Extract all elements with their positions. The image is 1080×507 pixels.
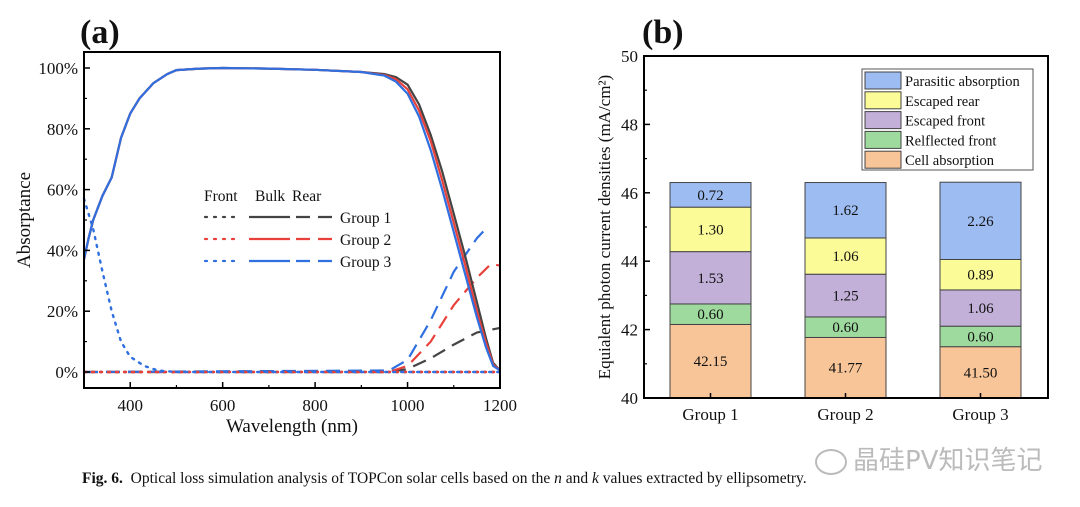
x-tick-label-a: 800 — [302, 396, 328, 415]
legend-swatch — [864, 130, 902, 149]
series-rear-group-3 — [83, 225, 490, 374]
caption-text-1: Optical loss simulation analysis of TOPC… — [130, 470, 555, 487]
legend-group-label: Group 1 — [340, 210, 391, 227]
wechat-icon — [815, 448, 847, 475]
bar-value-label: 41.77 — [829, 361, 863, 377]
bar-value-label: 0.60 — [967, 329, 993, 345]
bar-value-label: 0.89 — [967, 268, 993, 284]
y-axis-label-a: Absorptance — [14, 172, 35, 268]
legend-swatch — [864, 71, 902, 90]
bar-value-label: 1.53 — [697, 271, 723, 287]
bar-segment-escaped-rear — [669, 206, 752, 253]
legend-swatch — [864, 111, 902, 130]
legend-label: Parasitic absorption — [905, 74, 1021, 90]
caption-n: n — [554, 470, 562, 487]
legend-group-label: Group 2 — [340, 232, 391, 249]
y-tick-label-a: 80% — [47, 120, 78, 139]
bar-segment-cell-absorption — [939, 346, 1022, 399]
bar-value-label: 1.25 — [832, 289, 858, 305]
x-axis-label-a: Wavelength (nm) — [226, 416, 358, 437]
bar-segment-escaped-rear — [939, 258, 1022, 291]
series-bulk-group-2 — [82, 66, 501, 372]
y-tick-label-b: 44 — [621, 252, 639, 271]
legend-header-front: Front — [204, 188, 238, 205]
bar-value-label: 42.15 — [694, 354, 728, 370]
x-tick-label-a: 1200 — [483, 396, 517, 415]
y-tick-label-a: 0% — [55, 363, 78, 382]
legend-header-bulk: Bulk — [255, 188, 285, 205]
x-tick-label-a: 400 — [117, 396, 143, 415]
bar-segment-parasitic-absorption — [939, 181, 1022, 260]
legend-label: Relflected front — [905, 133, 996, 149]
y-tick-label-b: 46 — [621, 184, 638, 203]
legend-header-rear: Rear — [292, 188, 322, 205]
legend-label: Cell absorption — [905, 153, 995, 169]
bar-value-label: 1.30 — [697, 222, 723, 238]
x-tick-label-b: Group 2 — [817, 405, 873, 424]
x-tick-label-b: Group 3 — [952, 405, 1008, 424]
y-tick-label-b: 50 — [621, 47, 638, 66]
watermark-text: 晶硅PV知识笔记 — [853, 446, 1043, 476]
bar-value-label: 2.26 — [967, 214, 994, 230]
caption-fig-number: Fig. 6. — [82, 470, 123, 487]
bar-segment-cell-absorption — [669, 323, 752, 399]
y-tick-label-b: 48 — [621, 115, 638, 134]
series-front-group-3 — [82, 197, 502, 374]
bar-value-label: 1.06 — [832, 249, 859, 265]
bar-segment-escaped-front — [669, 251, 752, 305]
y-tick-label-a: 100% — [38, 59, 78, 78]
bar-value-label: 0.60 — [697, 307, 723, 323]
series-rear-group-1 — [84, 326, 501, 374]
bar-value-label: 41.50 — [964, 365, 998, 381]
legend-label: Escaped rear — [905, 94, 980, 110]
bar-value-label: 0.72 — [697, 188, 723, 204]
y-tick-label-a: 20% — [47, 302, 78, 321]
x-tick-label-a: 600 — [210, 396, 236, 415]
bar-segment-escaped-front — [939, 289, 1022, 327]
bar-segment-escaped-front — [804, 273, 887, 318]
bar-value-label: 1.62 — [832, 203, 858, 219]
x-tick-label-a: 1000 — [391, 396, 425, 415]
legend-label: Escaped front — [905, 114, 985, 130]
series-rear-group-2 — [84, 262, 501, 374]
figure-caption: Fig. 6. Optical loss simulation analysis… — [82, 470, 807, 488]
caption-k: k — [592, 470, 599, 487]
series-bulk-group-1 — [82, 66, 501, 372]
y-tick-label-a: 40% — [47, 241, 78, 260]
caption-and: and — [561, 470, 593, 487]
panel-a-label: (a) — [80, 14, 120, 51]
y-axis-label-b: Equialent photon current densities (mA/c… — [595, 75, 614, 379]
legend-group-label: Group 3 — [340, 254, 391, 271]
caption-text-2: values extracted by ellipsometry. — [598, 470, 807, 487]
legend-swatch — [864, 91, 902, 110]
chart-a: 400 600 800 1000 1200 0% 20% 40% 60% 80% 100% Wavel… — [14, 51, 517, 437]
y-tick-label-b: 42 — [621, 321, 638, 340]
bar-segment-parasitic-absorption — [804, 182, 887, 239]
bar-segment-cell-absorption — [804, 336, 887, 399]
y-tick-label-a: 60% — [47, 181, 78, 200]
panel-b-label: (b) — [642, 14, 684, 51]
bar-value-label: 0.60 — [832, 320, 858, 336]
bar-value-label: 1.06 — [967, 301, 994, 317]
y-tick-label-b: 40 — [621, 389, 638, 408]
plot-frame-a — [83, 51, 501, 389]
legend-swatch — [864, 150, 902, 169]
watermark: 晶硅PV知识笔记 — [815, 440, 1042, 477]
bar-segment-parasitic-absorption — [669, 182, 752, 208]
x-tick-label-b: Group 1 — [682, 405, 738, 424]
series-bulk-group-3 — [82, 66, 501, 372]
chart-b: 42.15 0.60 1.53 1.30 0.72 Group 1 41.77 0.60 1.2… — [595, 47, 1049, 424]
